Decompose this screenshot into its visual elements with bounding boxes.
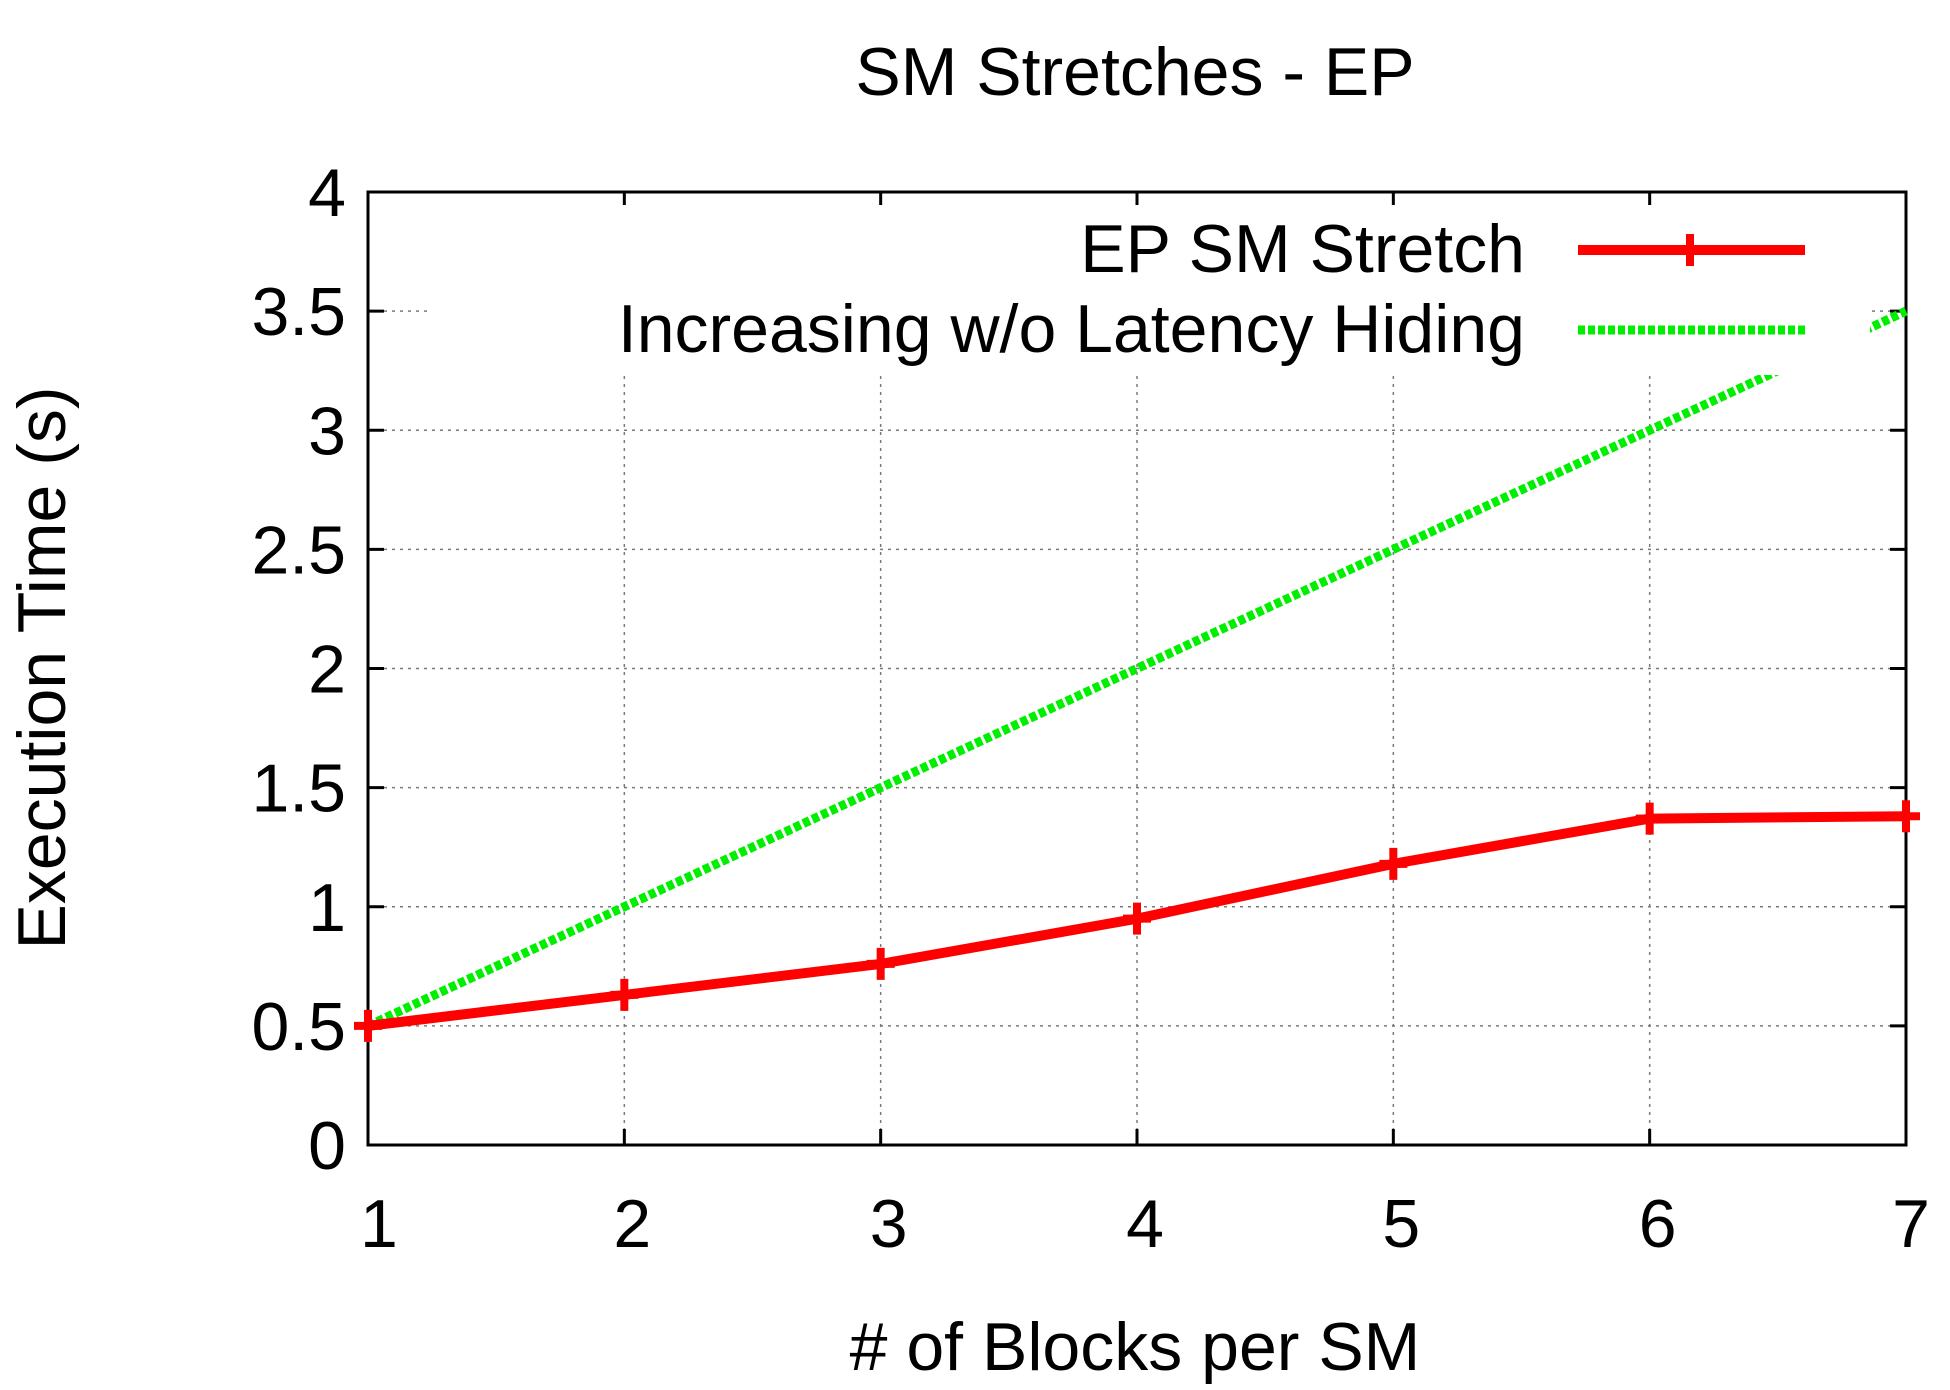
series-point-0 xyxy=(610,978,639,1011)
series-point-0 xyxy=(1635,802,1664,835)
x-tick-label: 4 xyxy=(1126,1186,1164,1262)
legend-marker-0 xyxy=(1676,234,1704,266)
x-tick-label: 5 xyxy=(1382,1186,1420,1262)
series-point-0 xyxy=(354,1009,382,1042)
x-tick-label: 3 xyxy=(870,1186,908,1262)
y-tick-label: 3 xyxy=(308,393,346,469)
legend-box xyxy=(430,205,1870,375)
series-point-0 xyxy=(1892,800,1920,833)
y-tick-label: 2.5 xyxy=(251,512,346,588)
x-tick-label: 6 xyxy=(1639,1186,1677,1262)
series-point-0 xyxy=(1123,902,1151,935)
x-tick-label: 7 xyxy=(1892,1186,1930,1262)
series-point-0 xyxy=(866,947,895,980)
y-tick-label: 2 xyxy=(308,632,346,708)
series-point-0 xyxy=(1379,847,1408,880)
y-tick-label: 1 xyxy=(308,870,346,946)
x-tick-label: 2 xyxy=(613,1186,651,1262)
chart-title: SM Stretches - EP xyxy=(855,34,1414,110)
series xyxy=(354,307,1920,1042)
y-axis-label: Execution Time (s) xyxy=(4,386,80,949)
x-tick-label: 1 xyxy=(360,1186,398,1262)
axis-ticks: 0 0.5 1 1.5 2 2.5 3 3.5 4 1 2 3 4 5 6 7 xyxy=(251,155,1930,1262)
y-tick-label: 1.5 xyxy=(251,751,346,827)
y-tick-label: 0 xyxy=(308,1108,346,1184)
legend-label-1: Increasing w/o Latency Hiding xyxy=(618,291,1525,367)
x-axis-label: # of Blocks per SM xyxy=(850,1309,1421,1385)
y-tick-label: 0.5 xyxy=(251,989,346,1065)
y-tick-label: 4 xyxy=(308,155,346,231)
series-line-1 xyxy=(366,307,1908,1030)
y-tick-label: 3.5 xyxy=(251,274,346,350)
legend-label-0: EP SM Stretch xyxy=(1080,211,1525,287)
